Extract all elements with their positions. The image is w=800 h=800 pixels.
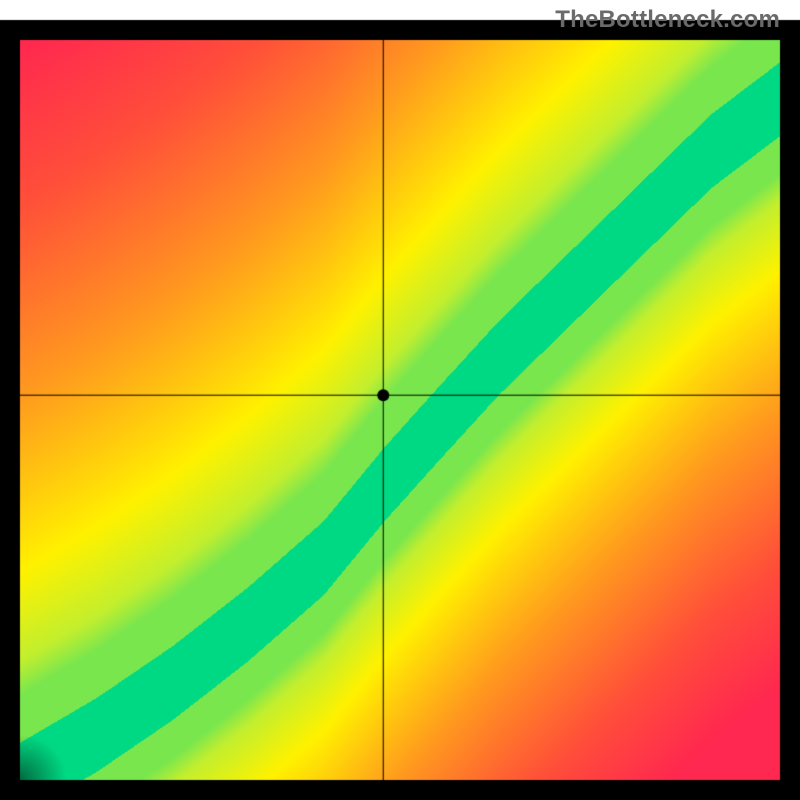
watermark-text: TheBottleneck.com <box>555 6 780 34</box>
bottleneck-heatmap <box>0 0 800 800</box>
